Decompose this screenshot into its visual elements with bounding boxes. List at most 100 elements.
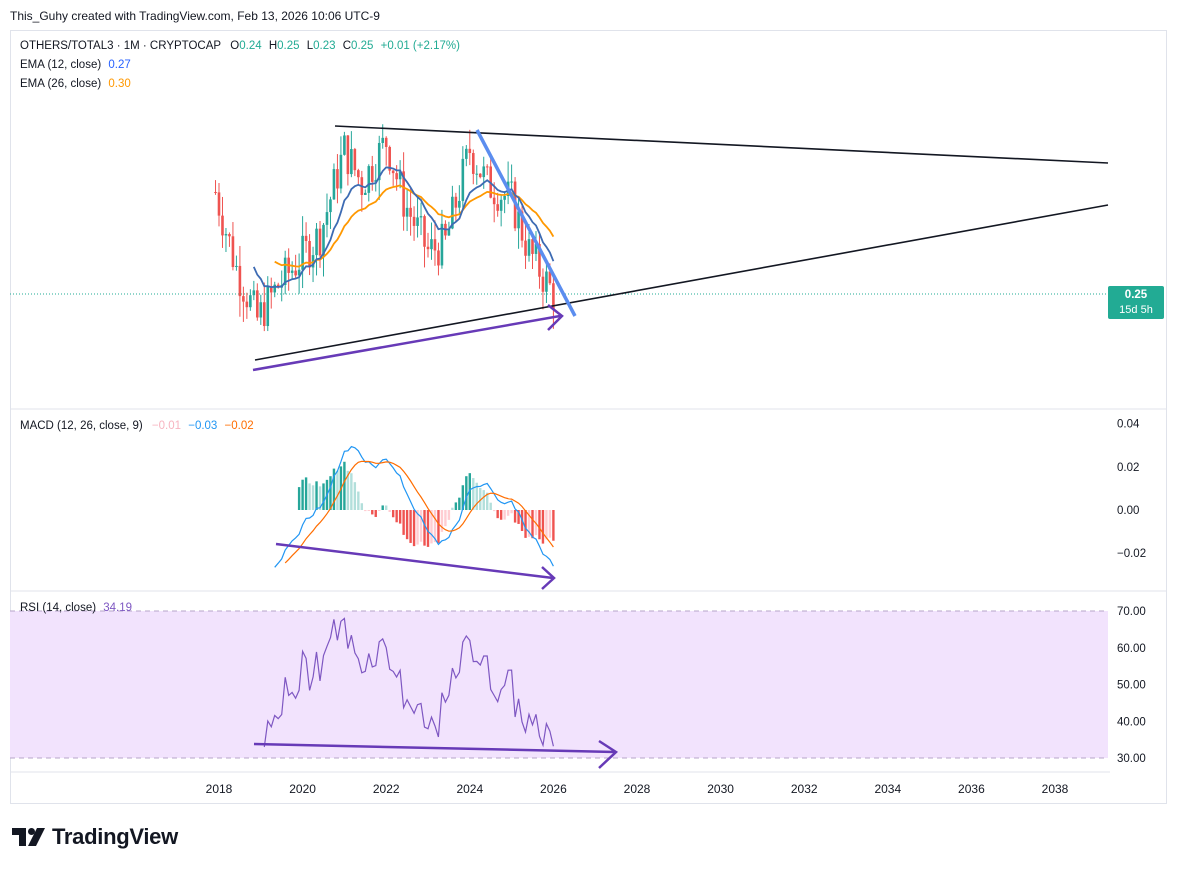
macd-hist-bar <box>444 510 447 527</box>
resistance-trendline <box>334 125 1109 164</box>
macd-legend[interactable]: MACD (12, 26, close, 9) −0.01 −0.03 −0.0… <box>20 420 254 432</box>
candle-body <box>235 265 238 268</box>
candle-body <box>384 137 388 147</box>
macd-histogram <box>297 461 555 547</box>
candle-body <box>458 200 461 208</box>
candle-body <box>541 276 545 292</box>
macd-hist-bar <box>475 482 478 510</box>
macd-hist-bar <box>454 502 458 510</box>
macd-hist-bar <box>552 510 555 541</box>
macd-hist-bar <box>433 510 437 543</box>
macd-hist-bar <box>496 510 499 519</box>
candle-body <box>468 148 472 154</box>
macd-hist-bar <box>465 476 468 510</box>
candle-body <box>395 173 398 180</box>
candle-body <box>510 181 513 183</box>
high-label: H <box>268 40 278 52</box>
macd-hist-bar <box>419 510 423 542</box>
candle-body <box>283 257 287 285</box>
rsi-value: 34.19 <box>103 602 133 614</box>
macd-hist-bar <box>489 502 492 510</box>
rsi-axis-label: 70.00 <box>1117 606 1146 618</box>
candle-body <box>416 217 419 226</box>
candle-body <box>485 166 489 168</box>
ema26-label: EMA (26, close) <box>20 78 102 90</box>
candle-body <box>492 197 496 205</box>
ema12-legend[interactable]: EMA (12, close) 0.27 <box>20 59 131 71</box>
macd-hist-bar <box>353 482 357 510</box>
candle-body <box>325 212 329 225</box>
candle-body <box>262 302 266 327</box>
close-value: 0.25 <box>351 40 374 52</box>
change-value: +0.01 (+2.17%) <box>380 40 460 52</box>
macd-hist-bar <box>378 510 381 511</box>
candle-body <box>440 223 444 266</box>
candle-body <box>256 290 259 318</box>
macd-hist-bar <box>385 505 388 510</box>
rsi-axis-label: 30.00 <box>1117 753 1146 765</box>
macd-hist-bar <box>391 510 395 518</box>
open-value: 0.24 <box>239 40 262 52</box>
close-label: C <box>342 40 352 52</box>
macd-hist-bar <box>346 470 350 510</box>
candle-body <box>238 265 242 297</box>
tradingview-logo[interactable]: TradingView <box>12 824 178 850</box>
time-axis-label: 2022 <box>373 782 400 796</box>
time-axis-label: 2026 <box>540 782 567 796</box>
macd-value: −0.03 <box>188 420 218 432</box>
candle-body <box>433 239 437 251</box>
candle-body <box>465 148 468 159</box>
macd-hist-bar <box>527 510 531 537</box>
candle-body <box>426 246 430 250</box>
last-price-tag: 0.25 15d 5h <box>1108 286 1164 319</box>
macd-hist-bar <box>360 503 364 510</box>
macd-hist-bar <box>364 510 367 512</box>
macd-divergence-arrowhead <box>541 566 556 590</box>
macd-hist-bar <box>304 477 308 510</box>
candle-body <box>367 166 371 193</box>
candle-body <box>357 170 360 178</box>
rsi-legend[interactable]: RSI (14, close) 34.19 <box>20 602 132 614</box>
candle-body <box>242 296 245 302</box>
macd-hist-bar <box>315 481 318 510</box>
tradingview-logo-text: TradingView <box>52 824 178 849</box>
macd-hist-bar <box>503 510 506 520</box>
macd-hist-bar <box>461 485 465 510</box>
rsi-line <box>263 617 554 748</box>
macd-hist-bar <box>486 492 489 510</box>
macd-hist-bar <box>510 510 513 514</box>
candle-body <box>538 244 541 277</box>
candle-body <box>214 192 217 193</box>
macd-hist-bar <box>350 473 353 510</box>
macd-hist-bar <box>318 486 322 510</box>
candle-body <box>412 216 416 226</box>
macd-hist-bar <box>388 510 391 513</box>
time-axis: 2018 2020 2022 2024 2026 2028 2030 2032 2034 2036… <box>206 782 1069 796</box>
macd-hist-bar <box>332 468 336 510</box>
candle-body <box>503 195 506 200</box>
macd-hist-bar <box>402 510 405 535</box>
candle-body <box>231 236 235 268</box>
macd-hist-bar <box>409 510 412 543</box>
ema26-legend[interactable]: EMA (26, close) 0.30 <box>20 78 131 90</box>
macd-hist-value: −0.01 <box>151 420 182 432</box>
price-divergence-line <box>252 314 561 372</box>
macd-hist-bar <box>472 478 475 510</box>
macd-hist-bar <box>541 510 545 544</box>
macd-hist-bar <box>322 483 325 510</box>
candle-body <box>269 286 273 293</box>
macd-hist-bar <box>479 487 482 510</box>
time-axis-label: 2038 <box>1042 782 1069 796</box>
macd-hist-bar <box>329 476 332 510</box>
attribution-text: This_Guhy created with TradingView.com, … <box>10 9 380 23</box>
candle-body <box>388 146 391 171</box>
price-legend[interactable]: OTHERS/TOTAL3 · 1M · CRYPTOCAP O0.24 H0.… <box>20 40 460 52</box>
candle-body <box>552 283 555 310</box>
time-axis-label: 2024 <box>456 782 483 796</box>
macd-hist-bar <box>301 479 304 510</box>
time-axis-label: 2030 <box>707 782 734 796</box>
ema12-label: EMA (12, close) <box>20 59 102 71</box>
candle-body <box>290 270 294 273</box>
candle-body <box>273 284 277 293</box>
